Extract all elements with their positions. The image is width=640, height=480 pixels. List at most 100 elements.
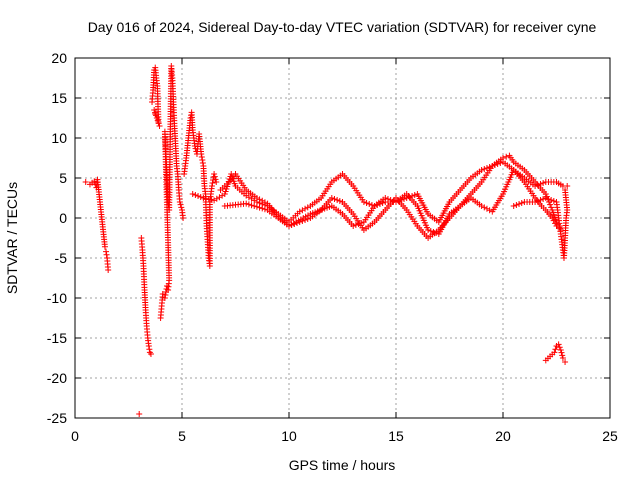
data-point-marker [162,292,169,298]
data-point-marker [304,204,311,211]
data-point-marker [155,120,162,127]
data-point-marker [390,198,397,204]
data-point-marker [213,179,220,185]
data-point-marker [549,215,556,221]
y-axis-label: SDTVAR / TECUs [4,182,20,294]
data-point-marker [245,201,252,208]
data-point-marker [200,195,207,201]
data-point-marker [161,295,168,301]
data-point-marker [550,217,557,224]
data-point-marker [558,349,565,356]
data-point-marker [368,202,375,208]
data-point-marker [91,178,98,185]
data-point-marker [358,220,365,226]
axis-ticks: 0 5 10 15 20 25 -25 -20 -15 -10 -5 0 5 10 15 20 [47,50,618,444]
data-point-marker [486,164,493,170]
data-point-marker [156,123,163,129]
data-point-marker [513,202,520,208]
data-point-marker [243,200,250,207]
data-point-marker [483,165,490,171]
data-point-marker [518,200,525,206]
data-point-marker [154,117,161,124]
data-point-marker [555,341,562,348]
data-point-marker [510,203,517,209]
data-point-marker [387,197,394,203]
data-point-marker [198,154,205,160]
data-point-marker [145,343,152,349]
data-point-marker [197,194,204,200]
data-point-marker [198,151,205,157]
data-point-marker [497,160,504,166]
data-point-marker [205,196,212,203]
data-point-marker [483,205,490,212]
data-point-marker [355,221,362,227]
data-point-marker [152,112,159,119]
data-point-marker [562,359,569,365]
data-point-marker [491,162,498,168]
data-point-marker [153,115,160,121]
x-tick-label: 0 [71,428,79,444]
data-point-marker [211,173,218,180]
data-point-marker [146,346,153,353]
data-point-marker [253,195,260,201]
x-tick-label: 15 [388,428,404,444]
data-point-marker [384,196,391,202]
data-point-marker [534,198,541,204]
data-point-marker [256,196,263,203]
data-point-marker [395,198,402,204]
data-point-marker [494,161,501,167]
data-point-marker [540,196,547,202]
data-point-marker [147,351,154,357]
data-point-marker [398,197,405,203]
data-point-marker [336,198,343,204]
data-point-marker [406,194,413,200]
data-point-marker [189,191,196,197]
y-tick-label: -5 [55,250,68,266]
data-point-marker [211,171,218,177]
data-point-marker [366,201,373,207]
data-point-marker [489,163,496,169]
data-point-marker [478,203,485,209]
data-point-marker [411,192,418,198]
y-tick-label: -15 [47,330,67,346]
y-tick-label: -20 [47,370,67,386]
y-tick-label: 5 [59,170,67,186]
data-marks [82,63,571,417]
data-point-marker [545,196,552,202]
plot-frame [74,57,611,419]
data-point-marker [537,181,544,187]
data-point-marker [548,204,555,211]
data-point-marker [159,291,166,297]
data-point-marker [208,183,215,189]
data-point-marker [503,153,510,160]
data-point-marker [152,111,159,117]
data-point-marker [334,197,341,203]
data-point-marker [562,187,569,193]
data-point-marker [331,196,338,202]
data-point-marker [261,199,268,206]
y-tick-label: 0 [59,210,67,226]
data-point-marker [537,197,544,203]
data-point-marker [151,107,158,113]
x-tick-label: 10 [281,428,297,444]
data-point-marker [481,204,488,211]
data-point-marker [393,199,399,205]
y-tick-label: 15 [51,90,67,106]
data-point-marker [425,227,432,233]
data-point-marker [178,204,185,211]
data-point-marker [534,182,541,188]
data-point-marker [350,223,357,229]
data-point-marker [259,205,266,212]
data-point-marker [328,195,335,201]
data-point-marker [478,167,485,173]
data-point-marker [559,352,566,359]
data-point-marker [427,228,434,234]
data-point-marker [557,347,564,353]
data-point-marker [105,267,112,273]
data-point-marker [551,349,558,356]
y-tick-label: -25 [47,410,67,426]
data-point-marker [192,192,199,198]
data-point-marker [403,195,410,201]
data-point-marker [251,203,258,209]
